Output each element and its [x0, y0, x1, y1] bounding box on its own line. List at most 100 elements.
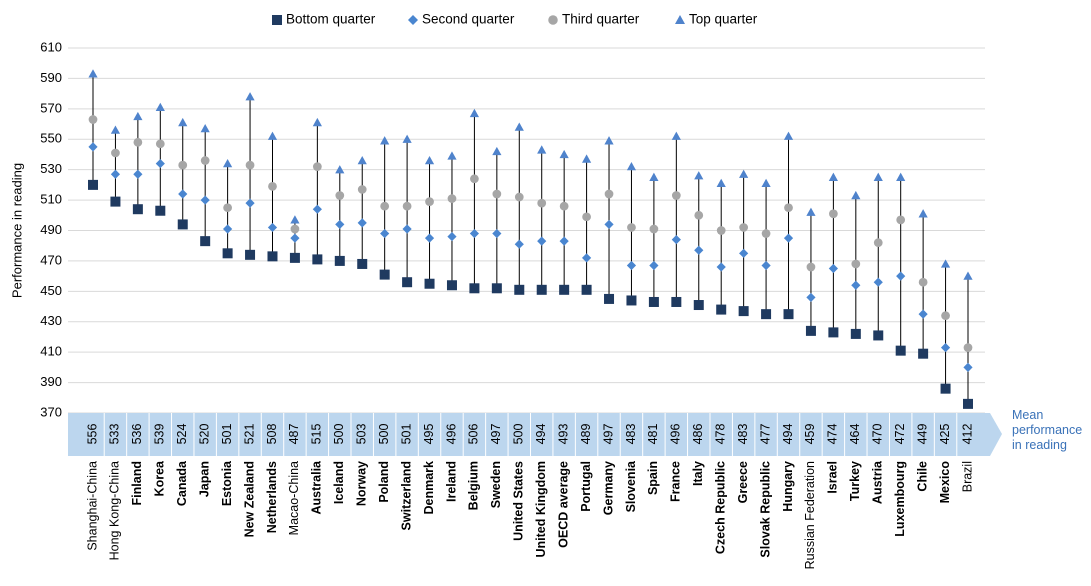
marker-diamond: [626, 260, 637, 271]
x-tick-label: Czech Republic: [714, 461, 728, 554]
mean-value: 477: [758, 424, 772, 445]
marker-triangle: [918, 209, 928, 218]
marker-diamond: [492, 228, 502, 239]
marker-triangle: [716, 178, 726, 188]
marker-diamond: [223, 224, 233, 234]
marker-diamond: [408, 15, 418, 25]
marker-triangle: [675, 15, 685, 24]
mean-value: 472: [893, 424, 907, 445]
marker-triangle: [155, 102, 165, 111]
x-tick-label: Iceland: [332, 461, 346, 504]
x-tick-label: Denmark: [422, 461, 436, 515]
marker-triangle: [290, 215, 300, 224]
marker-triangle: [694, 171, 704, 180]
mean-value: 501: [220, 424, 234, 445]
y-tick-label: 590: [40, 70, 62, 85]
x-tick-label: OECD average: [556, 461, 570, 548]
marker-square: [334, 255, 345, 266]
marker-square: [761, 309, 772, 320]
marker-circle: [851, 259, 861, 269]
marker-triangle: [626, 162, 637, 171]
mean-value: 556: [85, 424, 99, 445]
marker-diamond: [290, 233, 300, 243]
marker-diamond: [267, 222, 278, 233]
y-tick-label: 410: [40, 344, 62, 359]
x-tick-label: Greece: [736, 461, 750, 503]
marker-circle: [133, 137, 143, 147]
x-tick-label: Germany: [601, 461, 615, 515]
mean-value: 425: [938, 424, 952, 445]
marker-triangle: [88, 69, 98, 78]
x-tick-label: United States: [512, 461, 526, 541]
y-tick-label: 430: [40, 313, 62, 328]
mean-value: 412: [960, 424, 974, 445]
marker-square: [581, 284, 592, 295]
mean-band: [68, 413, 1002, 456]
x-tick-label: Slovak Republic: [758, 461, 772, 558]
x-tick-label: United Kingdom: [534, 461, 548, 558]
marker-triangle: [761, 178, 771, 188]
marker-diamond: [649, 260, 659, 271]
marker-triangle: [537, 145, 547, 154]
marker-diamond: [761, 260, 771, 271]
marker-triangle: [896, 172, 906, 181]
mean-value: 524: [175, 424, 189, 445]
marker-diamond: [110, 169, 121, 179]
y-tick-label: 530: [40, 161, 62, 176]
marker-square: [536, 284, 547, 295]
marker-circle: [312, 162, 322, 171]
marker-diamond: [671, 235, 681, 245]
x-tick-label: Australia: [310, 460, 324, 515]
marker-triangle: [380, 136, 390, 145]
marker-square: [88, 179, 98, 190]
marker-circle: [268, 182, 277, 191]
marker-triangle: [447, 151, 457, 160]
marker-circle: [470, 174, 479, 184]
marker-square: [716, 304, 727, 315]
marker-square: [738, 306, 749, 317]
mean-value: 486: [691, 424, 705, 445]
x-tick-label: Brazil: [960, 461, 974, 492]
mean-value: 500: [512, 424, 526, 445]
marker-square: [110, 196, 121, 207]
marker-circle: [806, 262, 816, 272]
marker-circle: [582, 212, 591, 222]
x-tick-label: Netherlands: [265, 461, 279, 533]
marker-square: [805, 325, 816, 336]
mean-value: 539: [153, 424, 167, 445]
y-axis-label: Performance in reading: [9, 163, 24, 298]
x-tick-label: Hungary: [781, 461, 795, 512]
x-tick-label: Spain: [646, 461, 660, 495]
y-tick-label: 550: [40, 131, 62, 146]
marker-diamond: [402, 224, 412, 234]
marker-triangle: [739, 169, 749, 178]
marker-square: [963, 398, 973, 409]
marker-triangle: [267, 131, 278, 140]
marker-diamond: [245, 198, 255, 208]
x-tick-label: Sweden: [489, 461, 503, 508]
legend-label: Bottom quarter: [286, 12, 376, 27]
marker-square: [312, 254, 323, 265]
x-tick-label: Norway: [355, 461, 369, 506]
legend-label: Third quarter: [562, 12, 640, 27]
marker-triangle: [245, 92, 255, 101]
marker-square: [828, 327, 839, 338]
marker-circle: [111, 148, 120, 158]
marker-square: [693, 300, 704, 311]
marker-circle: [627, 223, 636, 232]
marker-square: [469, 283, 480, 294]
marker-square: [357, 258, 368, 269]
mean-value: 478: [714, 424, 728, 445]
mean-label: Mean performance in reading: [1012, 408, 1083, 452]
marker-triangle: [110, 125, 121, 134]
x-tick-label: Hong Kong-China: [108, 461, 122, 560]
marker-circle: [200, 156, 210, 165]
marker-square: [514, 284, 525, 295]
marker-circle: [829, 209, 838, 219]
mean-value: 520: [197, 424, 211, 445]
marker-triangle: [335, 165, 345, 174]
mean-value: 474: [826, 424, 840, 445]
marker-square: [379, 269, 390, 280]
y-tick-label: 450: [40, 283, 62, 298]
mean-value: 449: [915, 424, 929, 445]
